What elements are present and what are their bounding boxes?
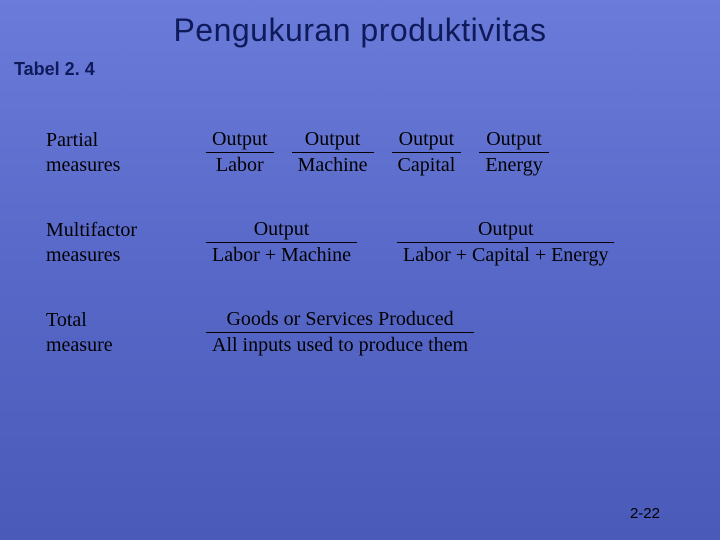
denominator: Labor + Capital + Energy xyxy=(397,243,614,267)
fraction: Output Capital xyxy=(392,128,462,177)
page-number: 2-22 xyxy=(630,505,660,522)
row-body-multifactor: Output Labor + Machine Output Labor + Ca… xyxy=(206,218,690,267)
numerator: Goods or Services Produced xyxy=(206,308,474,333)
row-label-multifactor: Multifactor measures xyxy=(46,218,206,268)
fraction: Output Labor xyxy=(206,128,274,177)
row-total: Total measure Goods or Services Produced… xyxy=(46,308,690,358)
denominator: All inputs used to produce them xyxy=(206,333,474,357)
row-label-line1: Partial xyxy=(46,129,98,151)
row-label-line1: Total xyxy=(46,309,87,331)
fraction: Output Energy xyxy=(479,128,548,177)
denominator: Labor + Machine xyxy=(206,243,357,267)
numerator: Output xyxy=(206,218,357,243)
table-label: Tabel 2. 4 xyxy=(0,59,720,80)
row-body-total: Goods or Services Produced All inputs us… xyxy=(206,308,690,357)
row-label-line1: Multifactor xyxy=(46,219,137,241)
denominator: Labor xyxy=(206,153,274,177)
denominator: Machine xyxy=(292,153,374,177)
fraction: Goods or Services Produced All inputs us… xyxy=(206,308,474,357)
row-multifactor: Multifactor measures Output Labor + Mach… xyxy=(46,218,690,268)
numerator: Output xyxy=(479,128,548,153)
fraction: Output Machine xyxy=(292,128,374,177)
row-label-partial: Partial measures xyxy=(46,128,206,178)
slide-title: Pengukuran produktivitas xyxy=(0,0,720,49)
numerator: Output xyxy=(292,128,374,153)
row-label-line2: measure xyxy=(46,334,113,356)
row-label-total: Total measure xyxy=(46,308,206,358)
row-label-line2: measures xyxy=(46,154,120,176)
row-partial: Partial measures Output Labor Output Mac… xyxy=(46,128,690,178)
fraction: Output Labor + Capital + Energy xyxy=(397,218,614,267)
numerator: Output xyxy=(392,128,462,153)
row-label-line2: measures xyxy=(46,244,120,266)
numerator: Output xyxy=(397,218,614,243)
numerator: Output xyxy=(206,128,274,153)
denominator: Capital xyxy=(392,153,462,177)
fraction: Output Labor + Machine xyxy=(206,218,357,267)
row-body-partial: Output Labor Output Machine Output Capit… xyxy=(206,128,690,177)
denominator: Energy xyxy=(479,153,548,177)
content-area: Partial measures Output Labor Output Mac… xyxy=(0,80,720,358)
